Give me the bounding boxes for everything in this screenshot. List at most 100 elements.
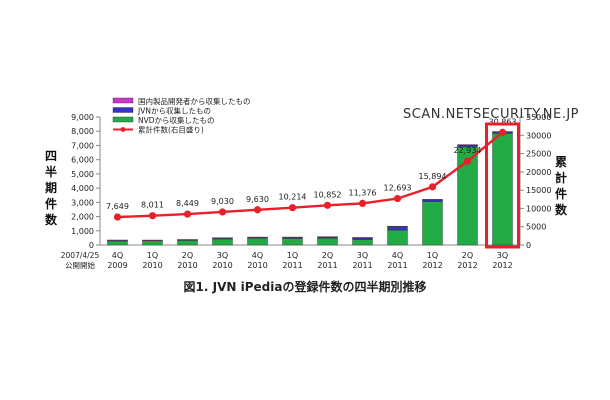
cumulative-point xyxy=(183,210,192,218)
nvd-bar xyxy=(492,133,513,246)
legend-swatch xyxy=(112,107,134,113)
nvd-bar xyxy=(142,240,163,246)
watermark: SCAN.NETSECURITY.NE.JP xyxy=(403,107,580,122)
start-date-label: 公開開始 xyxy=(65,260,95,270)
start-date-label: 2007/4/25 xyxy=(61,251,100,260)
right-tick-label: 25000 xyxy=(526,150,551,159)
nvd-bar xyxy=(107,240,128,246)
domestic-bar xyxy=(177,239,198,241)
domestic-bar xyxy=(352,237,373,239)
x-tick-label: 3Q xyxy=(497,251,508,260)
cumulative-data-label: 7,649 xyxy=(106,202,129,211)
left-axis-title-char: 数 xyxy=(44,213,57,227)
x-tick-label: 2011 xyxy=(282,261,302,270)
cumulative-point xyxy=(393,194,402,203)
x-tick-label: 2010 xyxy=(177,261,197,270)
left-tick-label: 2,000 xyxy=(71,213,94,222)
left-axis-title-char: 半 xyxy=(44,165,57,179)
right-tick-label: 10000 xyxy=(526,204,551,213)
cumulative-point xyxy=(358,199,367,207)
cumulative-point xyxy=(148,212,157,220)
domestic-bar xyxy=(422,199,443,201)
cumulative-data-label: 22,934 xyxy=(454,146,482,155)
left-tick-label: 4,000 xyxy=(71,184,94,193)
x-tick-label: 3Q xyxy=(217,251,228,260)
right-tick-label: 30000 xyxy=(526,131,551,140)
right-axis-title-char: 計 xyxy=(554,171,567,185)
left-tick-label: 6,000 xyxy=(71,156,94,165)
left-axis-title-char: 期 xyxy=(44,181,57,195)
chart-caption: 図1. JVN iPediaの登録件数の四半期別推移 xyxy=(183,280,427,294)
x-tick-label: 2011 xyxy=(317,261,337,270)
cumulative-data-label: 30,863 xyxy=(489,117,517,126)
cumulative-point xyxy=(218,208,227,216)
legend-label: JVNから収集したもの xyxy=(137,106,211,116)
cumulative-data-label: 11,376 xyxy=(349,188,377,197)
x-tick-label: 2Q xyxy=(182,251,193,260)
x-tick-label: 2010 xyxy=(142,261,162,270)
cumulative-data-label: 12,693 xyxy=(384,184,412,193)
cumulative-point xyxy=(323,201,332,209)
highlight-box xyxy=(485,122,520,249)
right-tick-label: 35000 xyxy=(526,113,551,122)
x-tick-label: 2Q xyxy=(322,251,333,260)
domestic-bar xyxy=(282,236,303,238)
left-tick-label: 1,000 xyxy=(71,227,94,236)
nvd-bar xyxy=(177,240,198,246)
right-tick-label: 5000 xyxy=(526,223,546,232)
domestic-bar xyxy=(142,239,163,241)
right-tick-label: 15000 xyxy=(526,186,551,195)
right-axis-title-char: 件 xyxy=(554,187,567,201)
cumulative-data-label: 10,214 xyxy=(279,193,307,202)
x-tick-label: 2009 xyxy=(107,261,127,270)
x-tick-label: 4Q xyxy=(392,251,403,260)
domestic-bar xyxy=(212,237,233,239)
left-axis-title-char: 件 xyxy=(44,197,57,211)
legend-label: 国内製品開発者から収集したもの xyxy=(138,96,251,106)
cumulative-data-label: 10,852 xyxy=(314,190,342,199)
left-tick-label: 9,000 xyxy=(71,113,94,122)
x-tick-label: 2011 xyxy=(352,261,372,270)
left-axis-title-char: 四 xyxy=(44,149,57,163)
nvd-bar xyxy=(422,201,443,246)
x-tick-label: 2010 xyxy=(212,261,232,270)
right-axis-title-char: 累 xyxy=(554,155,567,169)
left-axis-title: 四半期件数 xyxy=(44,148,58,228)
cumulative-point xyxy=(428,183,437,191)
right-tick-label: 0 xyxy=(526,241,531,250)
x-tick-label: 2012 xyxy=(492,261,512,270)
x-tick-label: 3Q xyxy=(357,251,368,260)
nvd-bar xyxy=(282,238,303,246)
legend-swatch xyxy=(112,116,134,123)
x-tick-label: 1Q xyxy=(427,251,438,260)
x-tick-label: 4Q xyxy=(252,251,263,260)
cumulative-point xyxy=(498,128,507,136)
x-tick-label: 1Q xyxy=(287,251,298,260)
cumulative-data-label: 8,449 xyxy=(176,199,199,208)
legend-label: NVDから収集したもの xyxy=(138,115,215,125)
x-tick-label: 2011 xyxy=(387,261,407,270)
cumulative-data-label: 9,030 xyxy=(211,197,234,206)
cumulative-point xyxy=(253,206,262,214)
left-tick-label: 0 xyxy=(89,241,94,250)
nvd-bar xyxy=(387,229,408,246)
left-tick-label: 7,000 xyxy=(71,141,94,150)
right-tick-label: 20000 xyxy=(526,168,551,177)
nvd-bar xyxy=(247,237,268,246)
nvd-bar xyxy=(352,239,373,246)
domestic-bar xyxy=(247,236,268,238)
right-axis-title-char: 数 xyxy=(554,203,567,217)
cumulative-point xyxy=(288,204,297,212)
x-tick-label: 2Q xyxy=(462,251,473,260)
cumulative-data-label: 15,894 xyxy=(419,172,447,181)
x-tick-label: 2012 xyxy=(457,261,477,270)
x-tick-label: 2012 xyxy=(422,261,442,270)
right-axis-title: 累計件数 xyxy=(554,154,568,218)
x-tick-label: 1Q xyxy=(147,251,158,260)
cumulative-point xyxy=(463,157,472,165)
x-tick-label: 4Q xyxy=(112,251,123,260)
cumulative-data-label: 8,011 xyxy=(141,201,164,210)
nvd-bar xyxy=(212,238,233,246)
cumulative-line xyxy=(117,131,504,219)
